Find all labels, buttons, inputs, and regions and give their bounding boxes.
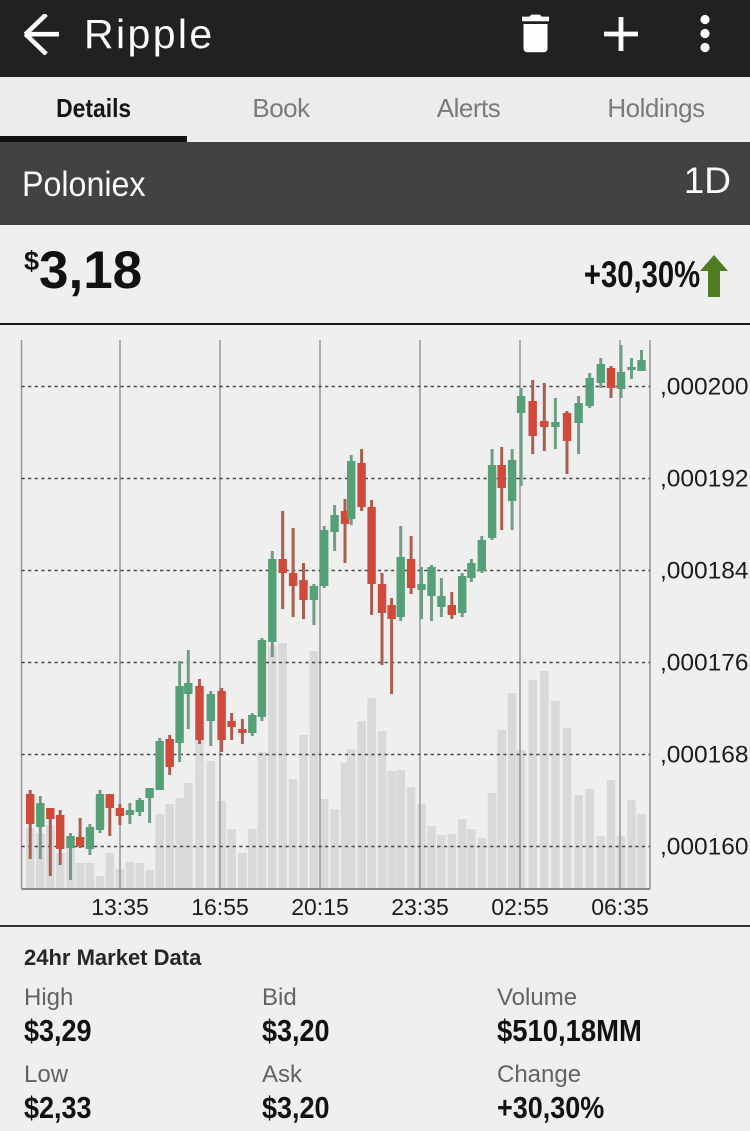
svg-text:06:35: 06:35	[591, 894, 649, 920]
svg-text:02:55: 02:55	[491, 894, 549, 920]
svg-text:,000176: ,000176	[660, 650, 749, 677]
svg-text:23:35: 23:35	[391, 894, 449, 920]
svg-text:,000168: ,000168	[660, 742, 749, 769]
svg-text:,000184: ,000184	[660, 558, 749, 585]
svg-text:20:15: 20:15	[291, 894, 349, 920]
svg-text:,000200: ,000200	[660, 374, 749, 401]
svg-text:13:35: 13:35	[91, 894, 149, 920]
svg-text:,000160: ,000160	[660, 834, 749, 861]
svg-text:,000192: ,000192	[660, 466, 749, 493]
svg-text:16:55: 16:55	[191, 894, 249, 920]
